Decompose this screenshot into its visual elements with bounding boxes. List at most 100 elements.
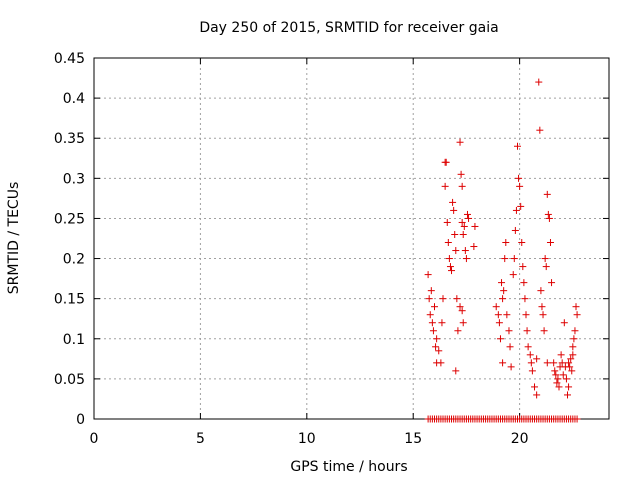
data-point <box>552 371 560 379</box>
data-point <box>444 239 452 247</box>
data-point <box>536 126 544 134</box>
data-point <box>441 182 449 190</box>
data-point <box>502 239 510 247</box>
data-point <box>428 319 436 327</box>
y-tick-label: 0.2 <box>63 252 85 268</box>
y-tick-label: 0.05 <box>54 372 85 388</box>
x-tick-label: 5 <box>196 431 205 447</box>
data-series <box>424 78 581 423</box>
data-point <box>510 255 518 263</box>
data-point <box>569 343 577 351</box>
x-tick-label: 20 <box>511 431 529 447</box>
data-point <box>492 303 500 311</box>
x-axis-label: GPS time / hours <box>290 459 407 475</box>
data-point <box>452 367 460 375</box>
data-point <box>433 335 441 343</box>
y-tick-label: 0.3 <box>63 171 85 187</box>
data-point <box>449 198 457 206</box>
data-point <box>435 347 443 355</box>
data-point <box>459 230 467 238</box>
data-point <box>570 335 578 343</box>
data-point <box>562 375 570 383</box>
y-tick-label: 0.4 <box>63 91 85 107</box>
data-point <box>566 363 574 371</box>
y-tick-label: 0.35 <box>54 131 85 147</box>
data-point <box>462 255 470 263</box>
data-point <box>537 287 545 295</box>
data-point <box>443 218 451 226</box>
data-point <box>429 327 437 335</box>
data-point <box>513 142 521 150</box>
data-point <box>543 359 551 367</box>
data-point <box>553 379 561 387</box>
data-point <box>506 343 514 351</box>
data-point <box>573 311 581 319</box>
data-point <box>571 327 579 335</box>
data-point <box>542 263 550 271</box>
data-point <box>459 319 467 327</box>
data-point <box>432 343 440 351</box>
y-tick-label: 0.15 <box>54 292 85 308</box>
x-tick-label: 15 <box>404 431 422 447</box>
data-point <box>543 190 551 198</box>
data-point <box>528 367 536 375</box>
data-point <box>560 319 568 327</box>
data-point <box>548 279 556 287</box>
data-point <box>458 218 466 226</box>
data-point <box>515 174 523 182</box>
data-point <box>495 319 503 327</box>
data-point <box>564 391 572 399</box>
data-point <box>535 78 543 86</box>
data-point <box>568 367 576 375</box>
y-tick-label: 0.45 <box>54 51 85 67</box>
data-point <box>425 295 433 303</box>
data-point <box>524 343 532 351</box>
data-point <box>512 206 520 214</box>
data-point <box>559 371 567 379</box>
data-point <box>442 158 450 166</box>
data-point <box>521 295 529 303</box>
y-axis-label: SRMTID / TECUs <box>6 182 22 295</box>
data-point <box>437 359 445 367</box>
data-point <box>501 255 509 263</box>
data-point <box>523 327 531 335</box>
data-point <box>465 214 473 222</box>
data-point <box>516 182 524 190</box>
data-point <box>533 355 541 363</box>
data-point <box>531 383 539 391</box>
data-point <box>544 210 552 218</box>
data-point <box>526 351 534 359</box>
data-point <box>452 247 460 255</box>
data-point <box>518 239 526 247</box>
data-point <box>456 303 464 311</box>
data-point <box>565 383 573 391</box>
data-point <box>438 319 446 327</box>
chart-title: Day 250 of 2015, SRMTID for receiver gai… <box>199 20 498 36</box>
data-point <box>463 210 471 218</box>
data-point <box>565 359 573 367</box>
data-point <box>551 367 559 375</box>
data-point <box>567 355 575 363</box>
data-point <box>458 182 466 190</box>
data-point <box>430 303 438 311</box>
data-point <box>448 267 456 275</box>
data-point <box>494 311 502 319</box>
data-point <box>498 279 506 287</box>
data-point <box>471 222 479 230</box>
data-point <box>507 363 515 371</box>
data-point <box>554 375 562 383</box>
data-point <box>557 351 565 359</box>
data-point <box>499 359 507 367</box>
x-tick-label: 10 <box>298 431 316 447</box>
data-point <box>451 230 459 238</box>
data-point <box>446 263 454 271</box>
data-point <box>541 255 549 263</box>
x-axis: 0 5 10 15 20 <box>90 58 529 447</box>
data-point <box>520 279 528 287</box>
data-point <box>522 311 530 319</box>
data-point <box>500 287 508 295</box>
data-point <box>426 311 434 319</box>
data-point <box>546 239 554 247</box>
data-point <box>519 263 527 271</box>
